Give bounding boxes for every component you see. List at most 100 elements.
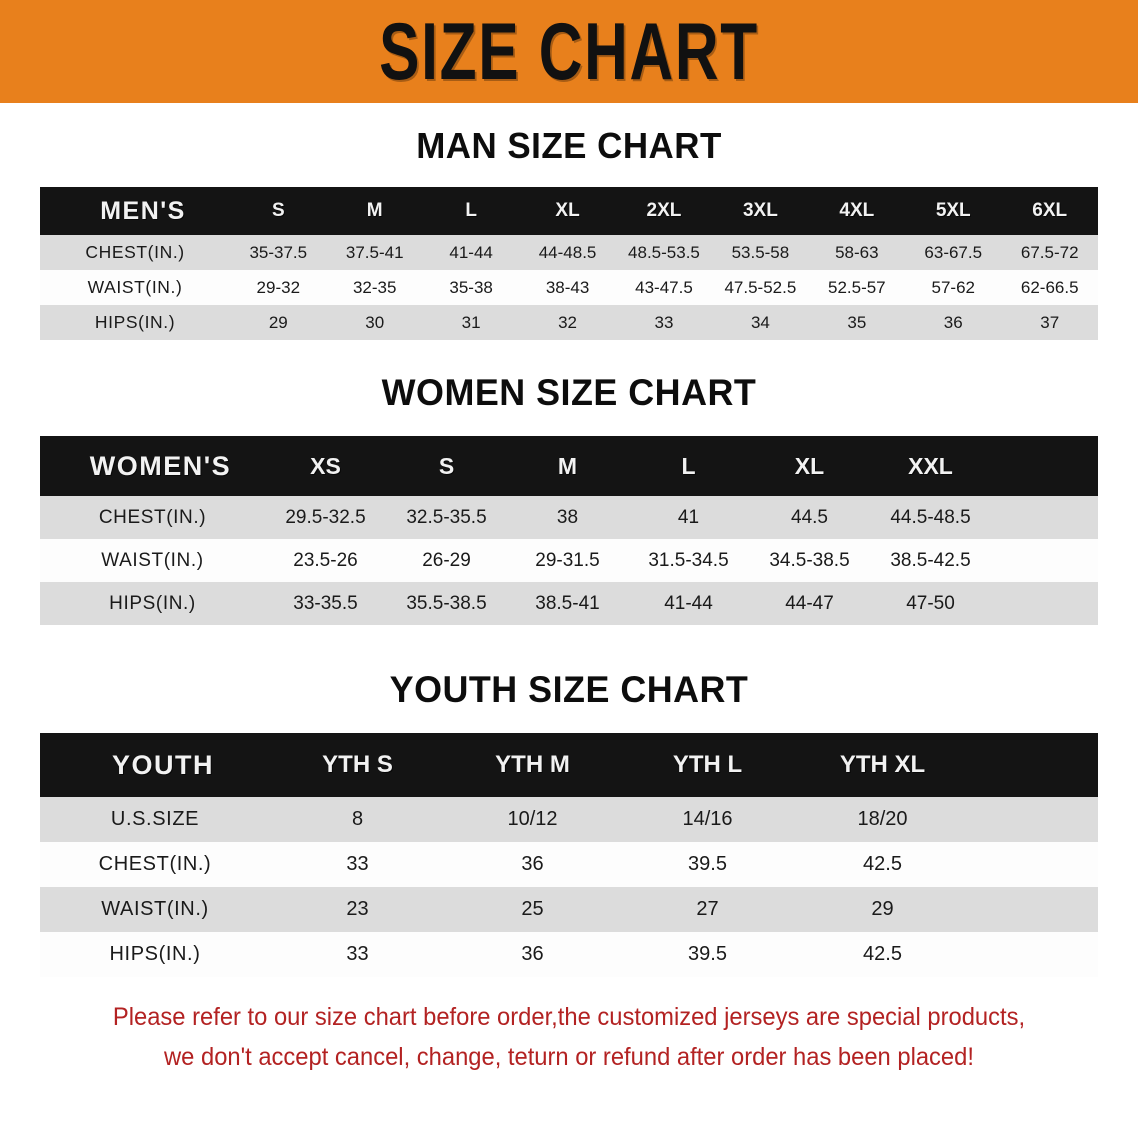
youth-col-header-m: YTH M — [495, 751, 570, 778]
man-col-header-2xl: 2XL — [646, 200, 682, 221]
table-cell: 25 — [521, 898, 544, 920]
man-col-header-xl: XL — [555, 200, 580, 221]
man-size-table: MEN'S S M L XL 2XL 3XL 4XL 5XL 6XL CHEST… — [40, 187, 1098, 340]
youth-row-label-waist: WAIST(IN.) — [101, 898, 209, 920]
table-cell: 42.5 — [863, 853, 902, 875]
women-col-header-l: L — [681, 452, 696, 479]
table-cell: 47.5-52.5 — [724, 277, 797, 297]
table-cell: 29 — [871, 898, 894, 920]
table-cell: 23 — [346, 898, 369, 920]
man-row-label-chest: CHEST(IN.) — [85, 242, 185, 262]
table-cell: 52.5-57 — [827, 277, 886, 297]
man-col-header-6xl: 6XL — [1032, 200, 1068, 221]
table-cell: 34 — [750, 312, 770, 332]
man-col-header-4xl: 4XL — [839, 200, 875, 221]
table-row: CHEST(IN.) 35-37.5 37.5-41 41-44 44-48.5… — [40, 235, 1098, 270]
page-banner: SIZE CHART — [0, 0, 1138, 103]
man-table-header-row: MEN'S S M L XL 2XL 3XL 4XL 5XL 6XL — [40, 187, 1098, 235]
table-cell: 32-35 — [352, 277, 397, 297]
table-cell: 57-62 — [931, 277, 975, 297]
table-cell: 41-44 — [664, 592, 713, 614]
table-row: WAIST(IN.) 23.5-26 26-29 29-31.5 31.5-34… — [40, 539, 1098, 582]
table-cell: 48.5-53.5 — [628, 242, 700, 262]
man-row-label-waist: WAIST(IN.) — [87, 277, 183, 297]
table-cell: 31.5-34.5 — [648, 549, 729, 571]
women-row-label-chest: CHEST(IN.) — [98, 506, 207, 528]
table-cell: 27 — [696, 898, 719, 920]
table-cell: 41-44 — [449, 242, 493, 262]
man-corner-label: MEN'S — [100, 196, 186, 225]
policy-line-1: Please refer to our size chart before or… — [112, 1003, 1026, 1031]
table-cell: 29.5-32.5 — [285, 506, 366, 528]
table-cell: 36 — [521, 853, 544, 875]
table-cell: 14/16 — [682, 808, 733, 830]
table-cell: 39.5 — [688, 853, 727, 875]
table-cell: 36 — [521, 943, 544, 965]
man-col-header-s: S — [271, 200, 285, 221]
table-cell: 38-43 — [545, 277, 590, 297]
table-cell: 38.5-42.5 — [890, 549, 971, 571]
table-cell: 63-67.5 — [924, 242, 983, 262]
table-cell: 33 — [654, 312, 674, 332]
policy-line-2: we don't accept cancel, change, teturn o… — [164, 1043, 974, 1071]
table-cell-spacer — [970, 797, 1098, 842]
table-cell: 67.5-72 — [1020, 242, 1079, 262]
table-cell: 44-48.5 — [538, 242, 597, 262]
youth-header-spacer — [970, 733, 1098, 797]
table-cell: 42.5 — [863, 943, 902, 965]
table-cell: 30 — [365, 312, 385, 332]
table-cell: 62-66.5 — [1020, 277, 1079, 297]
youth-col-header-xl: YTH XL — [839, 751, 926, 778]
table-row: WAIST(IN.) 29-32 32-35 35-38 38-43 43-47… — [40, 270, 1098, 305]
youth-corner-label: YOUTH — [112, 749, 214, 780]
table-cell: 44.5-48.5 — [890, 506, 971, 528]
man-section-title: MAN SIZE CHART — [416, 125, 722, 166]
table-cell: 37 — [1040, 312, 1060, 332]
women-col-header-xxl: XXL — [908, 452, 953, 479]
table-cell-spacer — [991, 582, 1098, 625]
youth-section-title: YOUTH SIZE CHART — [389, 669, 749, 710]
table-cell: 44.5 — [791, 506, 828, 528]
table-cell-spacer — [991, 496, 1098, 539]
table-cell: 8 — [351, 808, 364, 830]
table-cell: 31 — [461, 312, 481, 332]
table-cell: 41 — [677, 506, 700, 528]
youth-row-label-hips: HIPS(IN.) — [109, 943, 201, 965]
return-policy-notice: Please refer to our size chart before or… — [56, 997, 1082, 1077]
table-cell: 35-37.5 — [249, 242, 308, 262]
table-row: U.S.SIZE 8 10/12 14/16 18/20 — [40, 797, 1098, 842]
table-cell: 32.5-35.5 — [406, 506, 487, 528]
man-row-label-hips: HIPS(IN.) — [94, 312, 176, 332]
table-cell: 26-29 — [422, 549, 471, 571]
table-cell-spacer — [970, 887, 1098, 932]
women-table-header-row: WOMEN'S XS S M L XL XXL — [40, 436, 1098, 496]
youth-size-table: YOUTH YTH S YTH M YTH L YTH XL U.S.SIZE … — [40, 733, 1098, 977]
table-cell: 47-50 — [906, 592, 955, 614]
women-col-header-xl: XL — [794, 452, 825, 479]
table-row: HIPS(IN.) 33 36 39.5 42.5 — [40, 932, 1098, 977]
youth-row-label-us-size: U.S.SIZE — [110, 808, 200, 830]
man-col-header-m: M — [366, 200, 383, 221]
man-col-header-5xl: 5XL — [935, 200, 971, 221]
table-row: HIPS(IN.) 33-35.5 35.5-38.5 38.5-41 41-4… — [40, 582, 1098, 625]
women-row-label-hips: HIPS(IN.) — [109, 592, 196, 614]
table-cell: 10/12 — [507, 808, 558, 830]
youth-col-header-s: YTH S — [322, 751, 393, 778]
women-section-title: WOMEN SIZE CHART — [381, 372, 757, 413]
table-cell: 53.5-58 — [731, 242, 790, 262]
table-cell: 18/20 — [857, 808, 908, 830]
table-cell: 29-31.5 — [535, 549, 600, 571]
table-cell: 29-32 — [256, 277, 301, 297]
table-cell-spacer — [970, 932, 1098, 977]
table-cell-spacer — [970, 842, 1098, 887]
table-row: CHEST(IN.) 33 36 39.5 42.5 — [40, 842, 1098, 887]
table-cell: 37.5-41 — [345, 242, 404, 262]
table-cell: 23.5-26 — [293, 549, 358, 571]
table-cell: 38 — [556, 506, 579, 528]
women-col-header-xs: XS — [310, 452, 341, 479]
table-cell: 29 — [268, 312, 288, 332]
table-cell: 58-63 — [835, 242, 879, 262]
table-row: CHEST(IN.) 29.5-32.5 32.5-35.5 38 41 44.… — [40, 496, 1098, 539]
table-cell: 35 — [847, 312, 867, 332]
